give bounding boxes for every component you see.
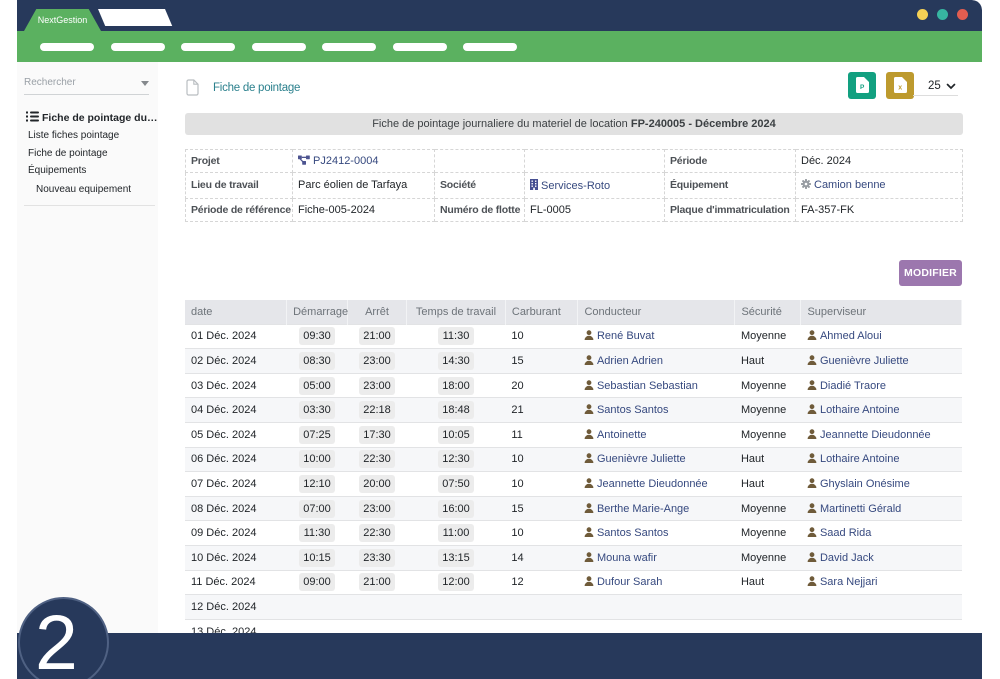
- svg-text:x: x: [898, 84, 902, 91]
- svg-text:P: P: [860, 84, 865, 91]
